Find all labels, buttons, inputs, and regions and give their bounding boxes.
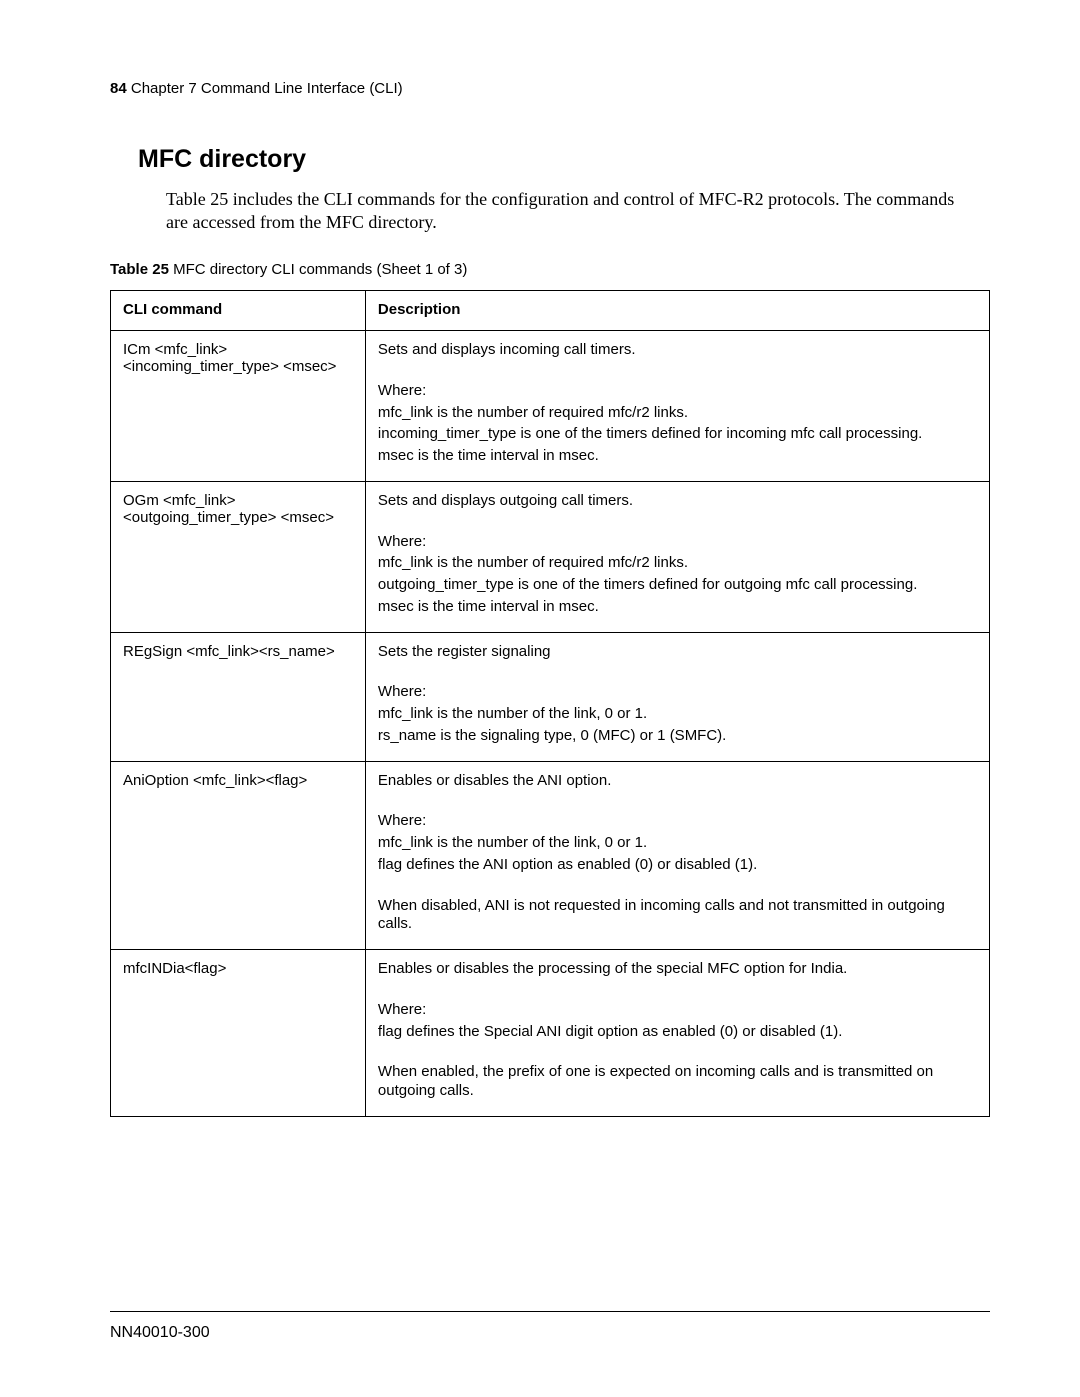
section-intro: Table 25 includes the CLI commands for t…	[166, 188, 990, 233]
desc-line: rs_name is the signaling type, 0 (MFC) o…	[378, 727, 977, 746]
cli-command-line: <outgoing_timer_type> <msec>	[123, 509, 353, 526]
desc-line: Where:	[378, 683, 977, 702]
desc-line: flag defines the ANI option as enabled (…	[378, 856, 977, 875]
page-footer: NN40010-300	[110, 1311, 990, 1342]
cli-command-cell: OGm <mfc_link> <outgoing_timer_type> <ms…	[111, 481, 366, 632]
desc-line: When enabled, the prefix of one is expec…	[378, 1063, 977, 1101]
cli-command-line: <incoming_timer_type> <msec>	[123, 358, 353, 375]
desc-line: Where:	[378, 533, 977, 552]
cli-command-cell: REgSign <mfc_link><rs_name>	[111, 632, 366, 761]
desc-line: Where:	[378, 382, 977, 401]
desc-line: msec is the time interval in msec.	[378, 447, 977, 466]
cli-description-cell: Sets and displays outgoing call timers. …	[365, 481, 989, 632]
document-page: 84 Chapter 7 Command Line Interface (CLI…	[0, 0, 1080, 1397]
desc-line: mfc_link is the number of the link, 0 or…	[378, 705, 977, 724]
page-number: 84	[110, 80, 127, 97]
desc-line: flag defines the Special ANI digit optio…	[378, 1023, 977, 1042]
cli-description-cell: Sets and displays incoming call timers. …	[365, 331, 989, 482]
table-caption: Table 25 MFC directory CLI commands (She…	[110, 261, 990, 278]
table-row: REgSign <mfc_link><rs_name> Sets the reg…	[111, 632, 990, 761]
desc-line: msec is the time interval in msec.	[378, 598, 977, 617]
cli-description-cell: Enables or disables the processing of th…	[365, 950, 989, 1117]
cli-command-line: mfcINDia<flag>	[123, 960, 353, 977]
table-row: OGm <mfc_link> <outgoing_timer_type> <ms…	[111, 481, 990, 632]
chapter-title: Chapter 7 Command Line Interface (CLI)	[127, 80, 403, 97]
desc-line: Where:	[378, 812, 977, 831]
cli-description-cell: Enables or disables the ANI option. Wher…	[365, 761, 989, 950]
desc-line: mfc_link is the number of required mfc/r…	[378, 554, 977, 573]
desc-line: incoming_timer_type is one of the timers…	[378, 425, 977, 444]
cli-command-cell: ICm <mfc_link> <incoming_timer_type> <ms…	[111, 331, 366, 482]
col-header-description: Description	[365, 291, 989, 331]
desc-line: mfc_link is the number of required mfc/r…	[378, 404, 977, 423]
desc-line: Sets the register signaling	[378, 643, 977, 662]
desc-line: Enables or disables the processing of th…	[378, 960, 977, 979]
cli-command-line: AniOption <mfc_link><flag>	[123, 772, 353, 789]
table-row: AniOption <mfc_link><flag> Enables or di…	[111, 761, 990, 950]
footer-divider	[110, 1311, 990, 1312]
table-caption-text: MFC directory CLI commands (Sheet 1 of 3…	[169, 261, 467, 278]
document-id: NN40010-300	[110, 1324, 990, 1342]
running-header: 84 Chapter 7 Command Line Interface (CLI…	[110, 80, 990, 97]
desc-line: Sets and displays outgoing call timers.	[378, 492, 977, 511]
col-header-command: CLI command	[111, 291, 366, 331]
desc-line: Where:	[378, 1001, 977, 1020]
cli-command-line: ICm <mfc_link>	[123, 341, 353, 358]
cli-command-line: OGm <mfc_link>	[123, 492, 353, 509]
desc-line: mfc_link is the number of the link, 0 or…	[378, 834, 977, 853]
cli-command-line: REgSign <mfc_link><rs_name>	[123, 643, 353, 660]
section-title: MFC directory	[138, 145, 990, 174]
table-header-row: CLI command Description	[111, 291, 990, 331]
table-row: mfcINDia<flag> Enables or disables the p…	[111, 950, 990, 1117]
desc-line: Sets and displays incoming call timers.	[378, 341, 977, 360]
desc-line: When disabled, ANI is not requested in i…	[378, 897, 977, 935]
desc-line: outgoing_timer_type is one of the timers…	[378, 576, 977, 595]
cli-description-cell: Sets the register signaling Where: mfc_l…	[365, 632, 989, 761]
table-row: ICm <mfc_link> <incoming_timer_type> <ms…	[111, 331, 990, 482]
desc-line: Enables or disables the ANI option.	[378, 772, 977, 791]
cli-command-cell: AniOption <mfc_link><flag>	[111, 761, 366, 950]
cli-command-cell: mfcINDia<flag>	[111, 950, 366, 1117]
cli-commands-table: CLI command Description ICm <mfc_link> <…	[110, 290, 990, 1117]
table-caption-label: Table 25	[110, 261, 169, 278]
